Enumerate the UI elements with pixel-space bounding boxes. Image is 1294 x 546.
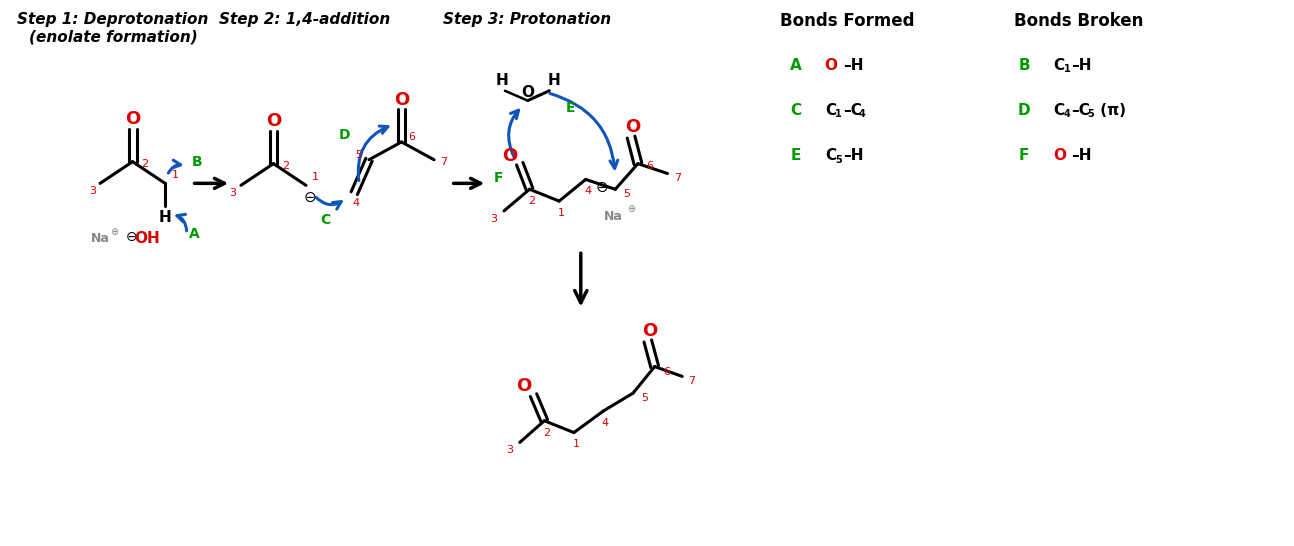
Text: A: A [789, 58, 801, 73]
Text: C: C [321, 213, 331, 227]
Text: 1: 1 [1064, 64, 1070, 74]
Text: C: C [1053, 103, 1065, 118]
Text: ⊖: ⊖ [595, 180, 608, 195]
Text: O: O [265, 112, 281, 130]
Text: 5: 5 [356, 150, 362, 160]
Text: Na: Na [91, 232, 110, 245]
Text: O: O [642, 322, 657, 340]
Text: (π): (π) [1095, 103, 1126, 118]
Text: 2: 2 [282, 161, 289, 171]
Text: D: D [339, 128, 351, 142]
Text: 4: 4 [602, 418, 609, 428]
Text: F: F [1018, 149, 1029, 163]
Text: 3: 3 [490, 214, 498, 224]
Text: 7: 7 [688, 376, 696, 387]
Text: Bonds Formed: Bonds Formed [779, 12, 914, 30]
Text: Na: Na [604, 210, 622, 223]
Text: OH: OH [135, 231, 160, 246]
Text: 7: 7 [674, 174, 681, 183]
Text: 1: 1 [312, 173, 320, 182]
Text: 5: 5 [1087, 109, 1093, 120]
Text: –H: –H [842, 149, 863, 163]
Text: 3: 3 [506, 446, 514, 455]
Text: ⊖: ⊖ [126, 229, 137, 244]
Text: –H: –H [1071, 58, 1092, 73]
Text: O: O [521, 85, 534, 100]
Text: 5: 5 [835, 155, 841, 165]
Text: 5: 5 [642, 393, 648, 403]
Text: C: C [826, 103, 836, 118]
Text: 4: 4 [859, 109, 866, 120]
Text: 6: 6 [408, 132, 415, 142]
Text: 5: 5 [624, 189, 630, 199]
Text: Step 2: 1,4-addition: Step 2: 1,4-addition [220, 12, 391, 27]
Text: 6: 6 [646, 161, 653, 171]
Text: –H: –H [842, 58, 863, 73]
Text: 6: 6 [663, 366, 670, 377]
Text: Step 3: Protonation: Step 3: Protonation [443, 12, 611, 27]
Text: 3: 3 [89, 186, 96, 196]
Text: D: D [1018, 103, 1030, 118]
Text: 4: 4 [353, 198, 360, 208]
Text: –H: –H [1071, 149, 1092, 163]
Text: ⊕: ⊕ [110, 227, 118, 236]
Text: 2: 2 [528, 196, 536, 206]
Text: H: H [547, 73, 560, 88]
Text: O: O [1053, 149, 1066, 163]
Text: 4: 4 [584, 186, 591, 196]
Text: 2: 2 [542, 428, 550, 437]
Text: H: H [496, 73, 509, 88]
Text: 1: 1 [835, 109, 841, 120]
Text: –C: –C [1071, 103, 1091, 118]
Text: H: H [159, 210, 172, 225]
Text: E: E [791, 149, 801, 163]
Text: O: O [625, 118, 641, 136]
Text: 7: 7 [440, 157, 448, 167]
Text: 1: 1 [572, 440, 580, 449]
Text: C: C [789, 103, 801, 118]
Text: Step 1: Deprotonation
(enolate formation): Step 1: Deprotonation (enolate formation… [17, 12, 208, 44]
Text: 1: 1 [558, 208, 564, 218]
Text: B: B [1018, 58, 1030, 73]
Text: E: E [567, 102, 576, 116]
Text: 2: 2 [141, 159, 148, 169]
Text: ⊖: ⊖ [304, 189, 316, 205]
Text: C: C [826, 149, 836, 163]
Text: 4: 4 [1064, 109, 1070, 120]
Text: F: F [493, 171, 503, 186]
Text: ⊕: ⊕ [628, 204, 635, 214]
Text: Bonds Broken: Bonds Broken [1013, 12, 1143, 30]
Text: O: O [393, 91, 409, 109]
Text: C: C [1053, 58, 1065, 73]
Text: –C: –C [842, 103, 862, 118]
Text: A: A [189, 227, 201, 241]
Text: 3: 3 [229, 188, 237, 198]
Text: 1: 1 [171, 170, 179, 181]
Text: O: O [502, 147, 518, 165]
Text: O: O [126, 110, 140, 128]
Text: O: O [516, 377, 532, 395]
Text: B: B [192, 155, 202, 169]
Text: O: O [824, 58, 837, 73]
